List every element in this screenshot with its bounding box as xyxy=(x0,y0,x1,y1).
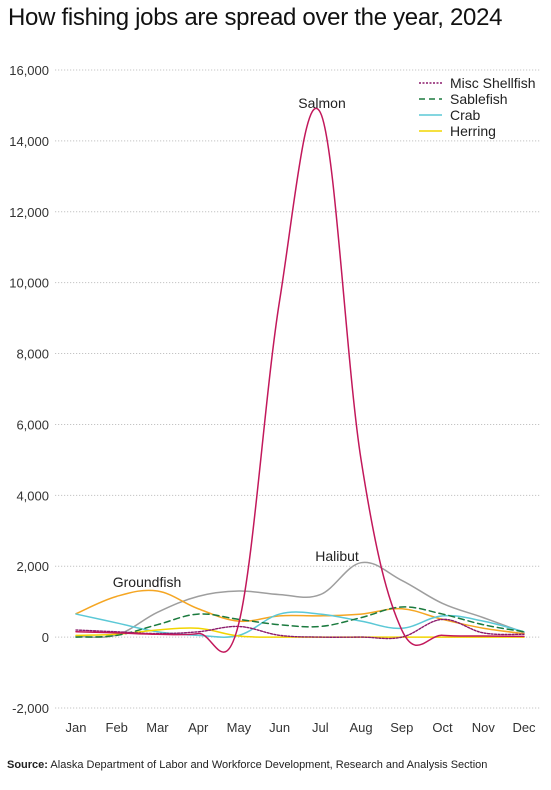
x-tick-label: Feb xyxy=(106,720,128,735)
series-label-groundfish: Groundfish xyxy=(113,574,181,590)
legend-label: Crab xyxy=(450,107,481,123)
y-tick-label: 2,000 xyxy=(16,559,49,574)
series-line-salmon xyxy=(75,107,525,653)
legend-label: Sablefish xyxy=(450,91,508,107)
legend-label: Herring xyxy=(450,123,496,139)
x-tick-label: Sep xyxy=(390,720,413,735)
x-axis-tick-labels: Jan Feb Mar Apr May Jun Jul Aug Sep Oct Nov Dec xyxy=(66,720,537,735)
x-tick-label: Mar xyxy=(146,720,169,735)
y-axis-tick-labels: -2,000 0 2,000 4,000 6,000 8,000 10,000 12,000 1… xyxy=(9,63,49,716)
y-tick-label: 14,000 xyxy=(9,134,49,149)
series-line-sablefish xyxy=(75,606,525,638)
x-tick-label: Nov xyxy=(472,720,496,735)
series-line-groundfish xyxy=(75,589,525,635)
x-tick-label: Aug xyxy=(350,720,373,735)
y-tick-label: 16,000 xyxy=(9,63,49,78)
x-tick-label: Apr xyxy=(188,720,209,735)
x-tick-label: Jul xyxy=(312,720,329,735)
line-chart: -2,000 0 2,000 4,000 6,000 8,000 10,000 12,000 1… xyxy=(9,63,540,735)
chart-title: How fishing jobs are spread over the yea… xyxy=(8,4,503,31)
legend-label: Misc Shellfish xyxy=(450,75,536,91)
series-line-crab xyxy=(75,611,525,638)
y-tick-label: 12,000 xyxy=(9,205,49,220)
x-tick-label: Jan xyxy=(66,720,87,735)
y-tick-label: 6,000 xyxy=(16,417,49,432)
series-line-halibut xyxy=(75,561,525,639)
x-tick-label: May xyxy=(227,720,252,735)
source-label: Source: xyxy=(7,759,48,771)
x-tick-label: Jun xyxy=(269,720,290,735)
legend-entry: Sablefish xyxy=(419,91,508,107)
series-label-salmon: Salmon xyxy=(298,95,345,111)
y-tick-label: 0 xyxy=(42,630,49,645)
y-tick-label: -2,000 xyxy=(12,701,49,716)
source-text: Alaska Department of Labor and Workforce… xyxy=(50,759,488,771)
legend-entry: Crab xyxy=(419,107,481,123)
source-note: Source: Alaska Department of Labor and W… xyxy=(7,759,537,771)
legend-entry: Herring xyxy=(419,123,496,139)
y-tick-label: 10,000 xyxy=(9,276,49,291)
series-labels: Salmon Halibut Groundfish xyxy=(113,95,359,590)
y-tick-label: 4,000 xyxy=(16,488,49,503)
x-tick-label: Oct xyxy=(432,720,453,735)
y-tick-label: 8,000 xyxy=(16,347,49,362)
x-tick-label: Dec xyxy=(512,720,536,735)
series-lines xyxy=(75,107,525,653)
legend-entry: Misc Shellfish xyxy=(419,75,536,91)
series-label-halibut: Halibut xyxy=(315,548,359,564)
